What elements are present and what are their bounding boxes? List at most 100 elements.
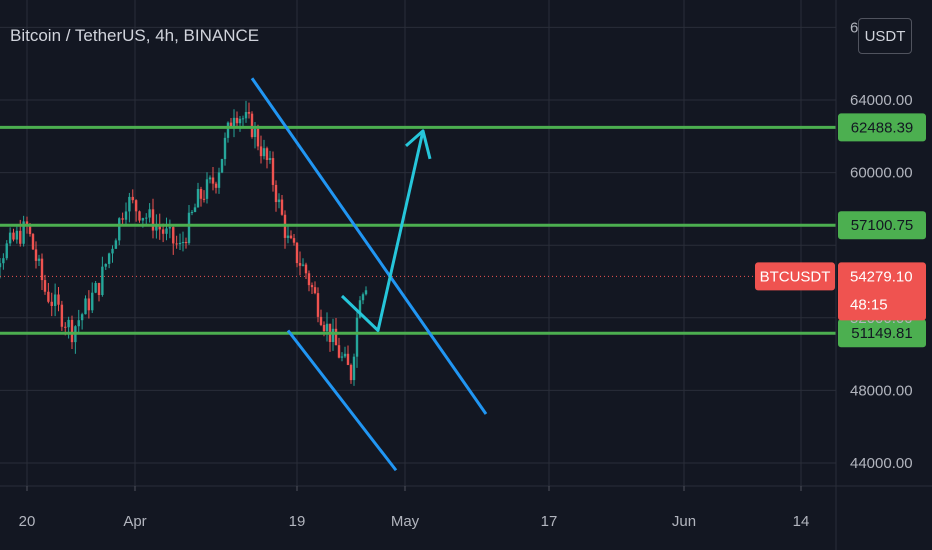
- candle-body: [238, 118, 242, 124]
- price-axis[interactable]: [836, 0, 932, 486]
- candle-body: [199, 188, 203, 199]
- candle-body: [214, 183, 218, 188]
- candle-body: [223, 137, 227, 160]
- candle-body: [241, 118, 245, 120]
- candle-body: [138, 211, 141, 221]
- candle-body: [310, 285, 314, 288]
- candle-body: [131, 196, 134, 201]
- candle-body: [331, 328, 335, 342]
- candle-body: [40, 258, 44, 281]
- candle-body: [346, 353, 350, 365]
- candle-body: [319, 316, 323, 325]
- candle-body: [358, 300, 362, 318]
- level-label: [838, 113, 926, 142]
- candle-body: [193, 207, 197, 212]
- y-tick-label: 64000.00: [850, 92, 913, 109]
- candle-body: [47, 291, 50, 302]
- y-tick-label: 60000.00: [850, 165, 913, 182]
- candle-body: [334, 328, 338, 346]
- level-label: [838, 319, 926, 348]
- candle-body: [244, 112, 248, 119]
- candle-body: [148, 209, 151, 218]
- candle-body: [43, 280, 47, 292]
- candle-body: [12, 232, 15, 240]
- candle-body: [184, 241, 188, 244]
- candle-body: [313, 287, 317, 294]
- candle-body: [349, 364, 353, 381]
- candle-body: [217, 172, 221, 188]
- bar-countdown: 48:15: [850, 296, 888, 313]
- candles: [0, 100, 368, 386]
- candle-body: [165, 228, 168, 234]
- x-tick-label: 17: [541, 513, 558, 530]
- candle-body: [124, 211, 128, 220]
- trendline-upper[interactable]: [250, 77, 488, 415]
- candle-body: [181, 241, 185, 243]
- candle-body: [265, 148, 269, 160]
- candle-body: [295, 242, 299, 264]
- candle-body: [178, 242, 182, 245]
- candle-body: [277, 199, 281, 203]
- candle-body: [70, 319, 74, 343]
- candle-body: [50, 301, 53, 306]
- candle-body: [101, 266, 104, 295]
- candle-body: [77, 320, 80, 327]
- candle-body: [361, 294, 365, 301]
- candle-body: [104, 263, 107, 267]
- candle-body: [262, 148, 266, 157]
- candle-body: [87, 298, 91, 311]
- candle-body: [172, 227, 175, 244]
- candle-body: [190, 211, 194, 213]
- candle-body: [37, 258, 41, 261]
- candle-body: [292, 238, 296, 243]
- drawings[interactable]: [250, 77, 488, 472]
- candle-body: [253, 128, 257, 137]
- symbol-tag: [755, 262, 835, 291]
- grid: [0, 0, 836, 486]
- candle-body: [307, 273, 311, 286]
- projection-path[interactable]: [340, 130, 425, 333]
- candle-body: [256, 128, 260, 147]
- horizontal-levels[interactable]: [0, 125, 836, 335]
- candle-body: [247, 112, 251, 114]
- candle-body: [118, 218, 121, 241]
- candle-body: [343, 353, 347, 357]
- candle-body: [94, 283, 97, 293]
- candle-body: [155, 225, 158, 231]
- trendline-lower[interactable]: [286, 329, 398, 472]
- candle-body: [298, 263, 302, 266]
- candle-body: [80, 314, 84, 321]
- y-tick-label: 44000.00: [850, 455, 913, 472]
- x-tick-label: Apr: [123, 513, 146, 530]
- level-value: 62488.39: [851, 119, 914, 136]
- candle-body: [15, 230, 19, 240]
- candle-body: [151, 209, 155, 231]
- candle-body: [19, 230, 22, 244]
- candle-body: [205, 179, 209, 199]
- candle-body: [2, 258, 5, 264]
- chart-title: Bitcoin / TetherUS, 4h, BINANCE: [10, 26, 260, 45]
- x-tick-label: Jun: [672, 513, 696, 530]
- time-axis[interactable]: [0, 486, 932, 550]
- currency-button[interactable]: USDT: [858, 18, 912, 54]
- candle-body: [8, 232, 12, 244]
- candle-body: [161, 229, 165, 234]
- candle-body: [304, 264, 308, 274]
- x-tick-label: May: [391, 513, 420, 530]
- candle-body: [31, 234, 35, 250]
- candle-body: [280, 199, 284, 215]
- x-tick-label: 20: [19, 513, 36, 530]
- candle-body: [337, 345, 341, 358]
- candle-body: [57, 294, 60, 305]
- x-tick-label: 14: [793, 513, 810, 530]
- candle-body: [355, 317, 359, 357]
- candle-body: [196, 188, 200, 208]
- candle-body: [25, 221, 29, 225]
- candle-body: [97, 283, 101, 295]
- candle-body: [235, 117, 239, 124]
- candle-body: [259, 146, 263, 157]
- level-label: [838, 211, 926, 240]
